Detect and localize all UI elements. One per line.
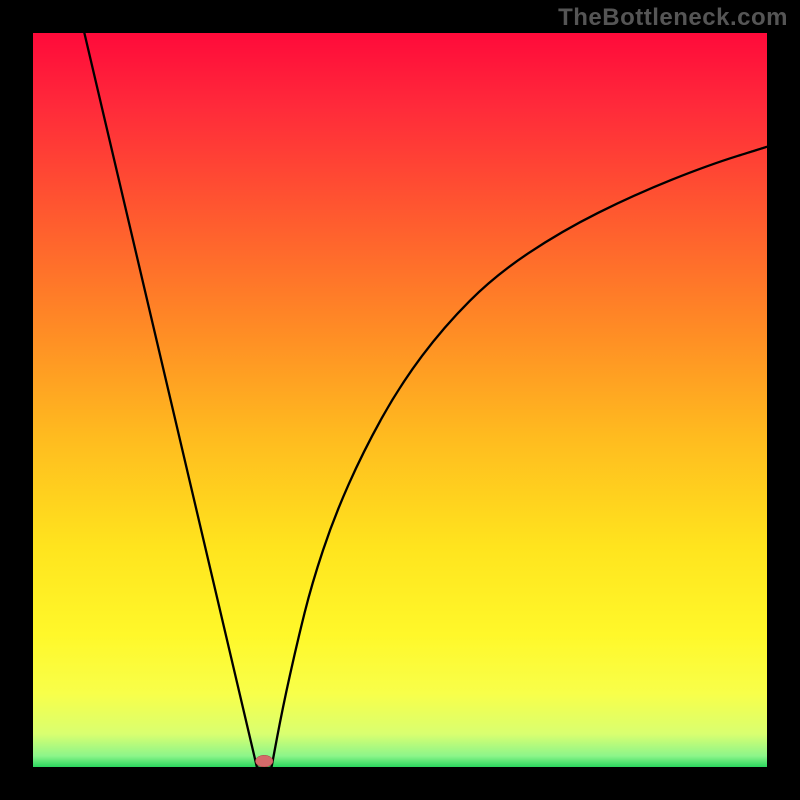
gradient-background	[33, 33, 767, 767]
plot-area	[33, 33, 767, 767]
plot-svg	[33, 33, 767, 767]
vertex-marker	[255, 755, 273, 767]
chart-container: TheBottleneck.com	[0, 0, 800, 800]
watermark-text: TheBottleneck.com	[558, 4, 788, 32]
